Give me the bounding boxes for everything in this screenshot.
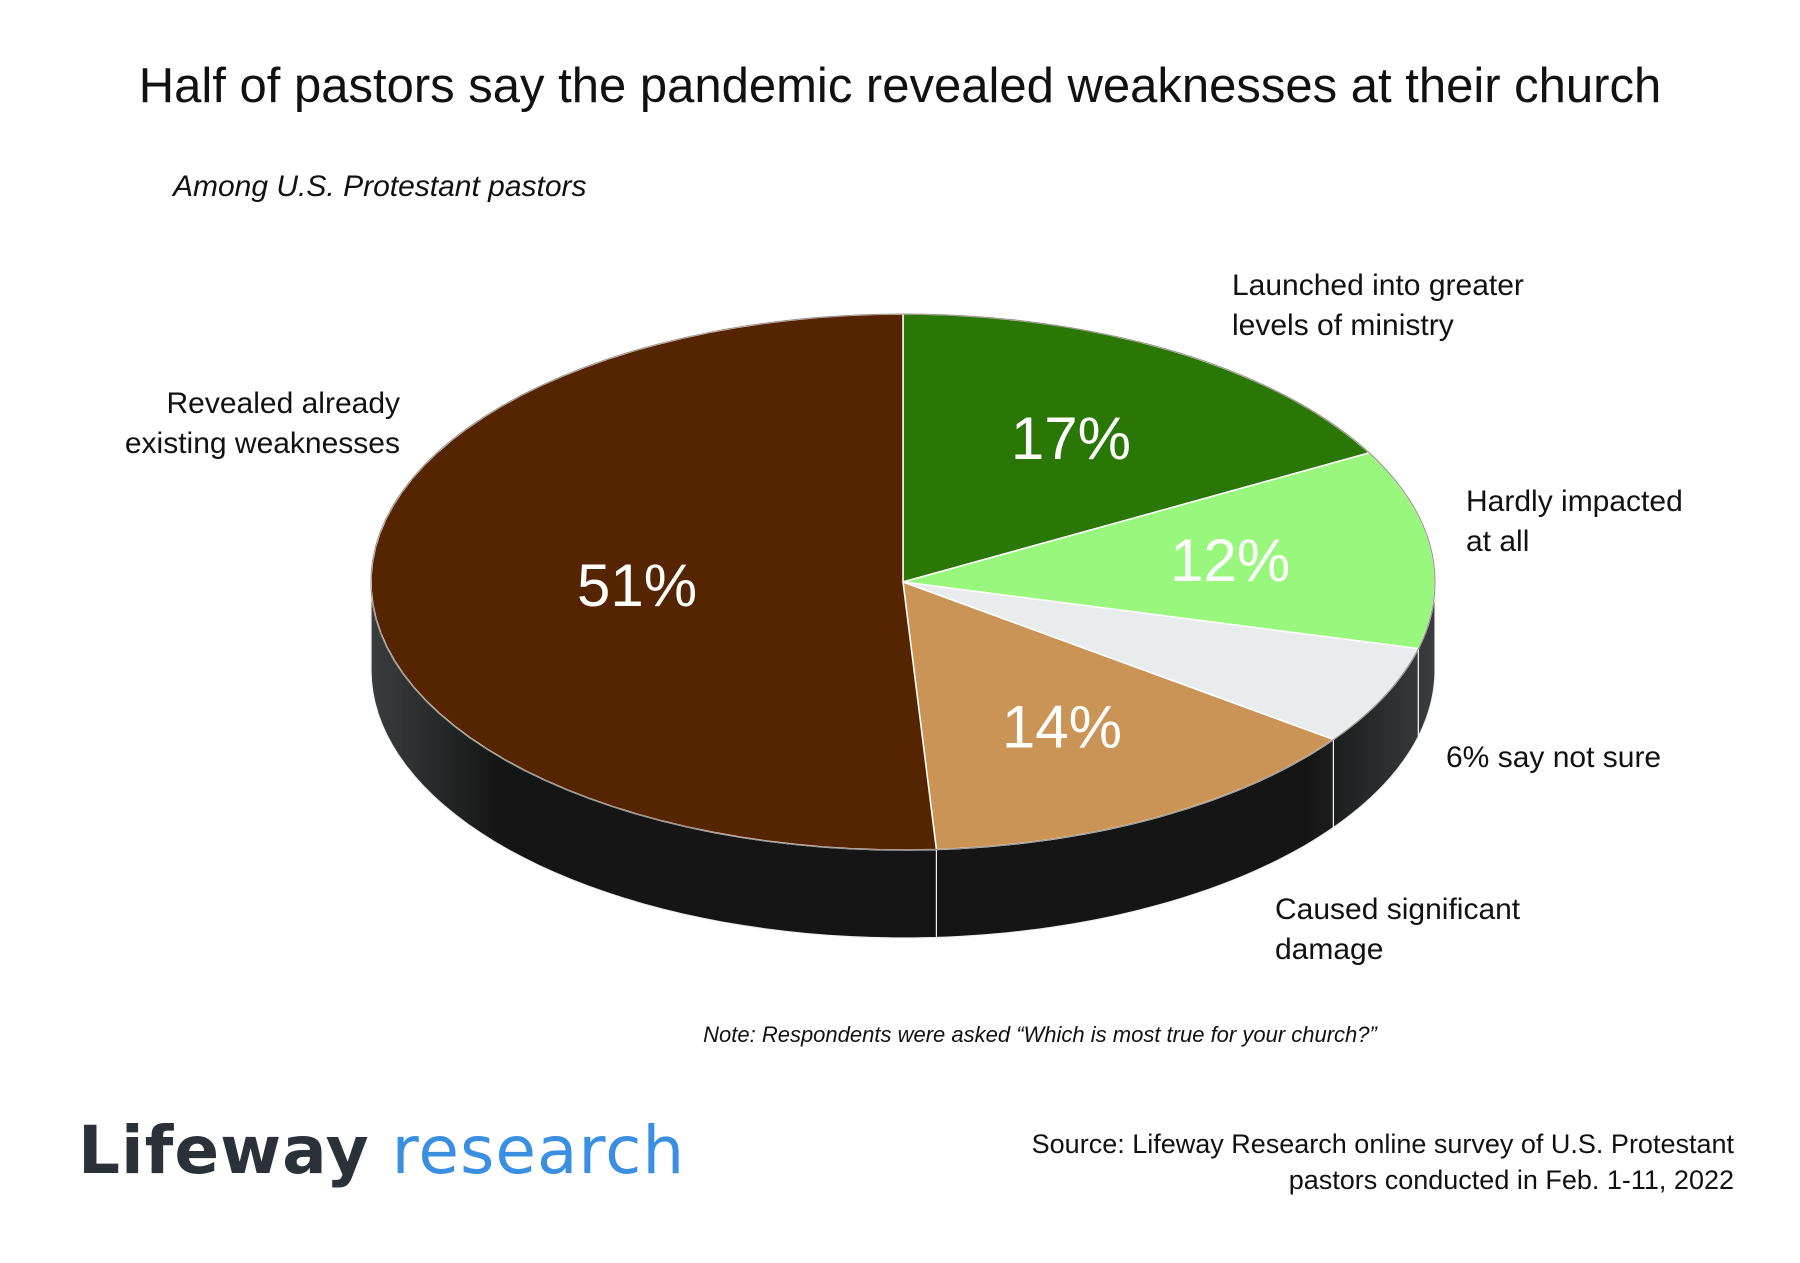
label-caused: Caused significant damage (1275, 890, 1520, 970)
label-revealed-line2: existing weaknesses (124, 427, 400, 460)
value-label-hardly-impacted-at-all: 12% (1170, 527, 1290, 594)
logo-research: research (391, 1112, 686, 1189)
label-launched: Launched into greater levels of ministry (1232, 266, 1524, 346)
value-label-launched-into-greater-levels-of-ministry: 17% (1011, 405, 1131, 472)
chart-source: Source: Lifeway Research online survey o… (1032, 1126, 1734, 1198)
label-not-sure-line1: 6% say not sure (1446, 741, 1662, 774)
label-hardly-line1: Hardly impacted (1466, 485, 1683, 518)
chart-subtitle: Among U.S. Protestant pastors (173, 170, 587, 203)
logo-lifeway: Lifeway (78, 1112, 370, 1189)
chart-title: Half of pastors say the pandemic reveale… (138, 59, 1662, 113)
value-label-revealed-already-existing-weaknesses: 51% (577, 552, 697, 619)
lifeway-research-logo: Lifeway research (78, 1112, 685, 1189)
label-caused-line1: Caused significant (1275, 893, 1521, 926)
label-revealed: Revealed already existing weaknesses (125, 384, 400, 464)
value-label-caused-significant-damage: 14% (1002, 694, 1122, 761)
label-hardly-line2: at all (1466, 525, 1530, 558)
pie-rim (370, 313, 1436, 851)
label-launched-line1: Launched into greater (1232, 269, 1524, 302)
chart-note: Note: Respondents were asked “Which is m… (703, 1022, 1377, 1047)
label-not-sure: 6% say not sure (1446, 738, 1661, 778)
source-line2: pastors conducted in Feb. 1-11, 2022 (1288, 1165, 1734, 1195)
label-launched-line2: levels of ministry (1232, 309, 1454, 342)
label-revealed-line1: Revealed already (166, 387, 400, 420)
label-caused-line2: damage (1275, 933, 1384, 966)
label-hardly: Hardly impacted at all (1466, 482, 1683, 562)
source-line1: Source: Lifeway Research online survey o… (1031, 1129, 1734, 1159)
